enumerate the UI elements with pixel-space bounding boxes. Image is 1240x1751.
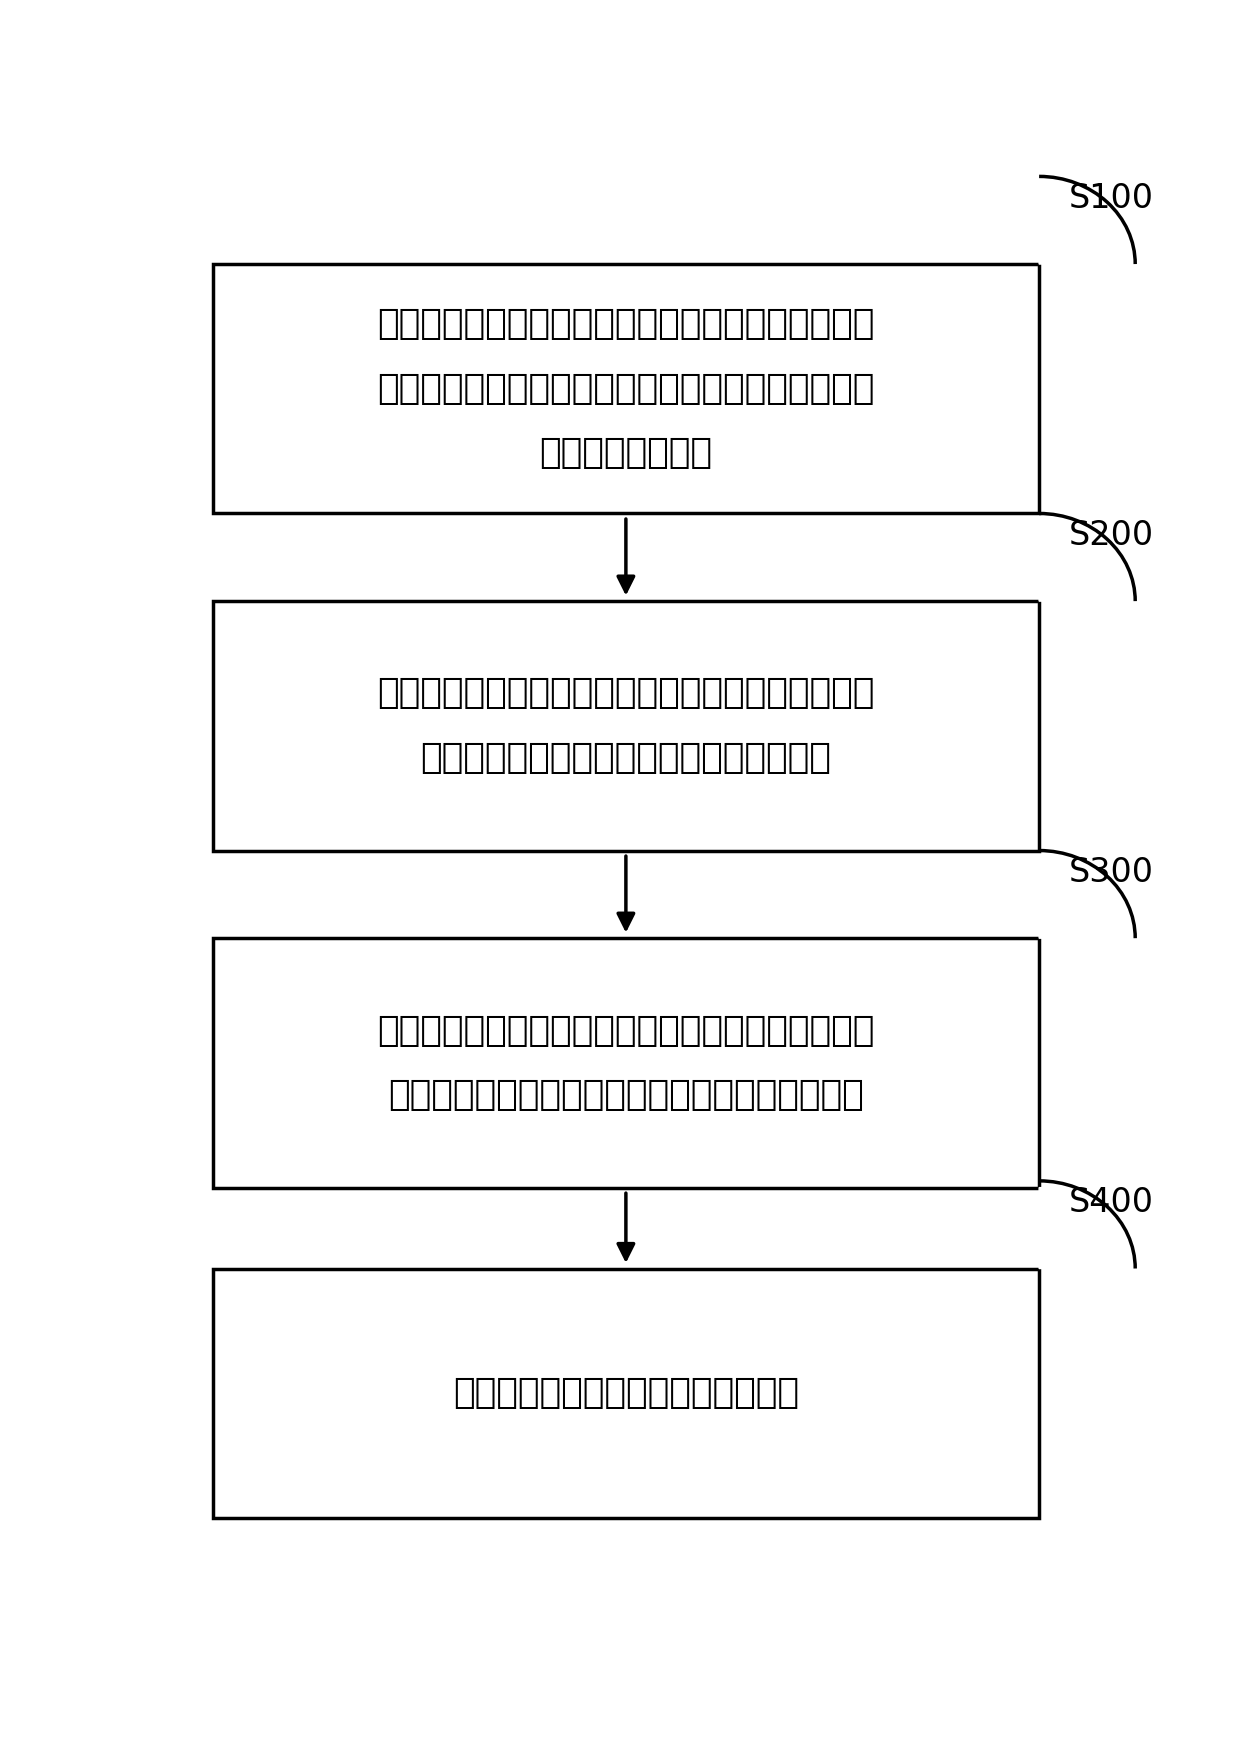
Text: S400: S400 (1069, 1185, 1153, 1219)
Polygon shape (1039, 184, 1131, 264)
Text: 检测所述目标分子的荧光发光的变化: 检测所述目标分子的荧光发光的变化 (453, 1376, 799, 1410)
Text: S200: S200 (1069, 518, 1153, 552)
Text: S100: S100 (1069, 182, 1153, 215)
Text: S300: S300 (1069, 856, 1153, 890)
Polygon shape (1039, 858, 1131, 939)
Text: 将含有所述目标分子的待检测溶液施加在所述玻片表: 将含有所述目标分子的待检测溶液施加在所述玻片表 (377, 1014, 874, 1047)
Text: 提供探针分子和目标分子，所述目标分子能够通过荧: 提供探针分子和目标分子，所述目标分子能够通过荧 (377, 306, 874, 341)
Bar (213, 1268, 1039, 1518)
Bar (213, 601, 1039, 851)
Text: 光相关光谱检测发出荧光，并且具有能够与所述探针: 光相关光谱检测发出荧光，并且具有能够与所述探针 (377, 371, 874, 406)
Text: 表面，使所述探针分子固定在所述玻片表面: 表面，使所述探针分子固定在所述玻片表面 (420, 741, 831, 776)
Text: 将所述探针分子的溶液施加在用于显微镜成像的玻片: 将所述探针分子的溶液施加在用于显微镜成像的玻片 (377, 676, 874, 711)
Bar (213, 264, 1039, 513)
Bar (213, 939, 1039, 1187)
Polygon shape (1039, 1187, 1131, 1268)
Text: 分子结合的结合域: 分子结合的结合域 (539, 436, 713, 471)
Text: 面，使所述目标分子和所述结合域相互识别并结合: 面，使所述目标分子和所述结合域相互识别并结合 (388, 1079, 864, 1112)
Polygon shape (1039, 520, 1131, 601)
